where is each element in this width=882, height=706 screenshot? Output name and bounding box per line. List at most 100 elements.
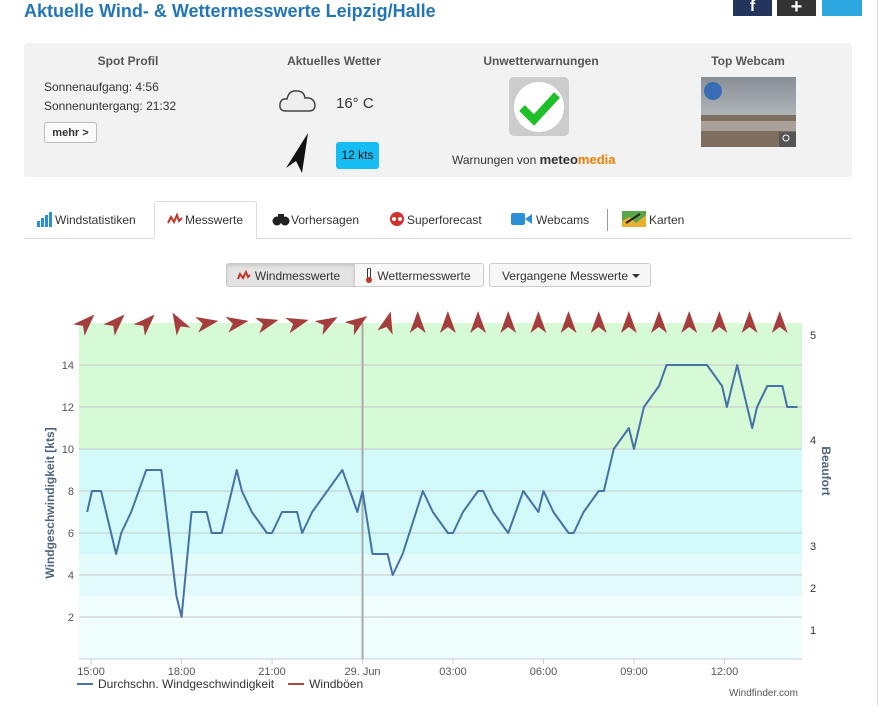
wind-arrow — [225, 316, 249, 333]
superforecast-icon — [390, 212, 404, 226]
wind-arrow — [344, 316, 368, 336]
band — [79, 449, 802, 554]
brand-meteo: meteo — [539, 152, 578, 167]
wind-arrow — [590, 311, 607, 333]
webcam-heading: Top Webcam — [711, 54, 785, 68]
temperature: 16° C — [336, 95, 374, 112]
tab[interactable]: Windstatistiken — [55, 213, 136, 227]
source-prefix: Warnungen von — [452, 153, 537, 167]
twitter-button[interactable] — [822, 0, 862, 16]
wind-arrow — [409, 311, 426, 333]
y-tick-label: 10 — [62, 444, 74, 456]
tab[interactable]: Superforecast — [407, 213, 482, 227]
wind-arrow — [470, 311, 487, 333]
wind-direction-arrow — [286, 133, 308, 173]
y-tick-label: 4 — [68, 570, 74, 582]
y-tick-label: 2 — [68, 612, 74, 624]
scrollbar-edge — [877, 0, 878, 706]
warnings-source: Warnungen von meteomedia — [452, 152, 616, 167]
weather-heading: Aktuelles Wetter — [287, 54, 381, 68]
y-axis-label: Windgeschwindigkeit [kts] — [43, 427, 57, 578]
page-title: Aktuelle Wind- & Wettermesswerte Leipzig… — [24, 1, 436, 21]
webcam-icon — [511, 213, 532, 225]
x-tick-label: 03:00 — [439, 666, 467, 678]
chart-credit: Windfinder.com — [729, 688, 798, 699]
wind-arrow — [172, 312, 191, 336]
y-tick-label: 14 — [62, 360, 74, 372]
x-tick-label: 12:00 — [711, 666, 739, 678]
tab-separator — [607, 209, 608, 231]
measure-icon — [167, 213, 183, 225]
stats-icon — [37, 212, 52, 227]
x-tick-label: 29. Jun — [344, 666, 380, 678]
wind-arrow — [73, 314, 95, 336]
measure-icon — [237, 270, 251, 280]
x-tick-label: 06:00 — [530, 666, 558, 678]
wind-arrow — [103, 314, 125, 336]
y2-tick-label: 5 — [810, 330, 816, 342]
wind-speed-badge: 12 kts — [336, 142, 379, 169]
plus-icon: + — [790, 0, 803, 18]
brand-media: media — [577, 152, 616, 167]
webcam-thumbnail[interactable] — [701, 77, 796, 147]
legend-label: Windböen — [309, 677, 363, 691]
sunset: Sonnenuntergang: 21:32 — [44, 99, 177, 113]
sunrise: Sonnenaufgang: 4:56 — [44, 80, 159, 94]
facebook-button[interactable]: f — [733, 0, 772, 16]
x-tick-label: 15:00 — [77, 666, 105, 678]
subtab-label: Wettermesswerte — [377, 269, 471, 283]
y-tick-label: 8 — [68, 486, 74, 498]
wind-arrow — [133, 314, 155, 336]
band — [79, 323, 802, 449]
wind-arrow — [530, 311, 547, 333]
wind-arrow — [377, 311, 393, 335]
wind-arrow — [255, 317, 279, 334]
band — [79, 596, 802, 659]
subtab-label: Windmesswerte — [254, 269, 341, 283]
wind-arrow — [285, 317, 309, 334]
spot-heading: Spot Profil — [97, 54, 159, 68]
subtab-dropdown[interactable]: Vergangene Messwerte — [489, 263, 651, 287]
x-tick-label: 09:00 — [620, 666, 648, 678]
facebook-icon: f — [749, 0, 756, 15]
x-tick-label: 21:00 — [258, 666, 286, 678]
tab[interactable]: Webcams — [536, 213, 590, 227]
wind-arrow — [500, 311, 517, 333]
wind-arrow — [560, 311, 577, 333]
wind-arrow — [711, 311, 728, 333]
y2-tick-label: 4 — [810, 435, 816, 447]
map-icon — [622, 211, 646, 227]
wind-arrow — [620, 311, 637, 333]
thermometer-icon — [366, 268, 372, 283]
wind-arrow — [681, 311, 698, 333]
warnings-heading: Unwetterwarnungen — [483, 54, 599, 68]
y2-tick-label: 3 — [810, 541, 816, 553]
wind-arrow — [314, 317, 338, 335]
wind-arrow — [651, 311, 668, 333]
wind-arrow — [195, 316, 219, 333]
tab-underline — [24, 238, 852, 239]
cloud-icon — [279, 90, 316, 112]
subtab[interactable]: Wettermesswerte — [354, 263, 484, 287]
dropdown-caret — [632, 274, 640, 278]
no-warning-icon — [509, 77, 569, 136]
binocular-icon — [272, 214, 290, 226]
y2-tick-label: 2 — [810, 583, 816, 595]
wind-arrow — [439, 311, 456, 333]
tab[interactable]: Vorhersagen — [291, 213, 360, 227]
tab[interactable]: Messwerte — [185, 213, 244, 227]
x-tick-label: 18:00 — [168, 666, 196, 678]
subtab-active[interactable]: Windmesswerte — [226, 263, 355, 287]
legend-label: Durchschn. Windgeschwindigkeit — [98, 677, 275, 691]
y2-axis-label: Beaufort — [819, 446, 833, 495]
wind-arrow — [741, 311, 758, 333]
more-button[interactable]: mehr > — [44, 122, 97, 143]
subtab-label: Vergangene Messwerte — [501, 269, 629, 283]
y-tick-label: 12 — [62, 402, 74, 414]
y-tick-label: 6 — [68, 528, 74, 540]
plus-button[interactable]: + — [777, 0, 816, 18]
tab[interactable]: Karten — [649, 213, 685, 227]
